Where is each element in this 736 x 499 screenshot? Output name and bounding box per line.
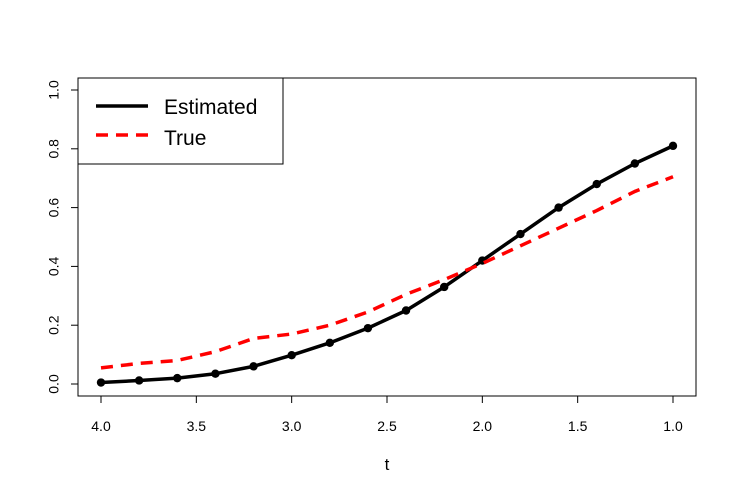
y-tick-label: 1.0 bbox=[46, 80, 62, 100]
x-axis-title: t bbox=[385, 455, 390, 474]
y-tick-label: 0.4 bbox=[46, 256, 62, 276]
data-point-estimated bbox=[249, 362, 258, 371]
data-point-estimated bbox=[401, 306, 411, 315]
y-tick-label: 0.2 bbox=[46, 315, 62, 335]
data-point-estimated bbox=[287, 350, 296, 360]
legend-box bbox=[77, 77, 284, 165]
legend-estimated-label: Estimated bbox=[164, 96, 257, 119]
data-point-estimated bbox=[96, 378, 106, 387]
y-tick-label: 0.8 bbox=[46, 139, 62, 159]
data-point-estimated bbox=[325, 338, 334, 348]
y-tick-label: 0.6 bbox=[46, 198, 62, 218]
data-point-estimated bbox=[630, 159, 640, 168]
x-tick-label: 2.0 bbox=[473, 418, 493, 434]
x-tick-label: 1.5 bbox=[568, 418, 588, 434]
data-point-estimated bbox=[516, 229, 525, 239]
series-line-true bbox=[100, 175, 674, 370]
series-layer bbox=[96, 141, 678, 387]
x-tick-label: 3.0 bbox=[282, 418, 302, 434]
legend: Estimated True bbox=[77, 77, 284, 165]
series-line-estimated bbox=[100, 144, 674, 385]
data-point-estimated bbox=[668, 141, 678, 151]
x-tick-label: 4.0 bbox=[91, 418, 111, 434]
data-point-estimated bbox=[363, 323, 373, 333]
y-tick-label: 0.0 bbox=[46, 374, 62, 394]
x-tick-label: 1.0 bbox=[663, 418, 683, 434]
x-tick-label: 2.5 bbox=[377, 418, 397, 434]
data-point-estimated bbox=[173, 373, 182, 383]
y-axis: 0.0 0.2 0.4 0.6 0.8 1.0 bbox=[46, 80, 79, 394]
data-point-estimated bbox=[134, 376, 144, 385]
legend-true-label: True bbox=[164, 127, 206, 150]
data-point-estimated bbox=[440, 282, 449, 292]
data-point-estimated bbox=[592, 179, 601, 189]
x-tick-label: 3.5 bbox=[187, 418, 207, 434]
x-axis: 4.0 3.5 3.0 2.5 2.0 1.5 1.0 bbox=[91, 395, 683, 434]
data-point-estimated bbox=[554, 203, 563, 212]
data-point-estimated bbox=[211, 369, 220, 378]
